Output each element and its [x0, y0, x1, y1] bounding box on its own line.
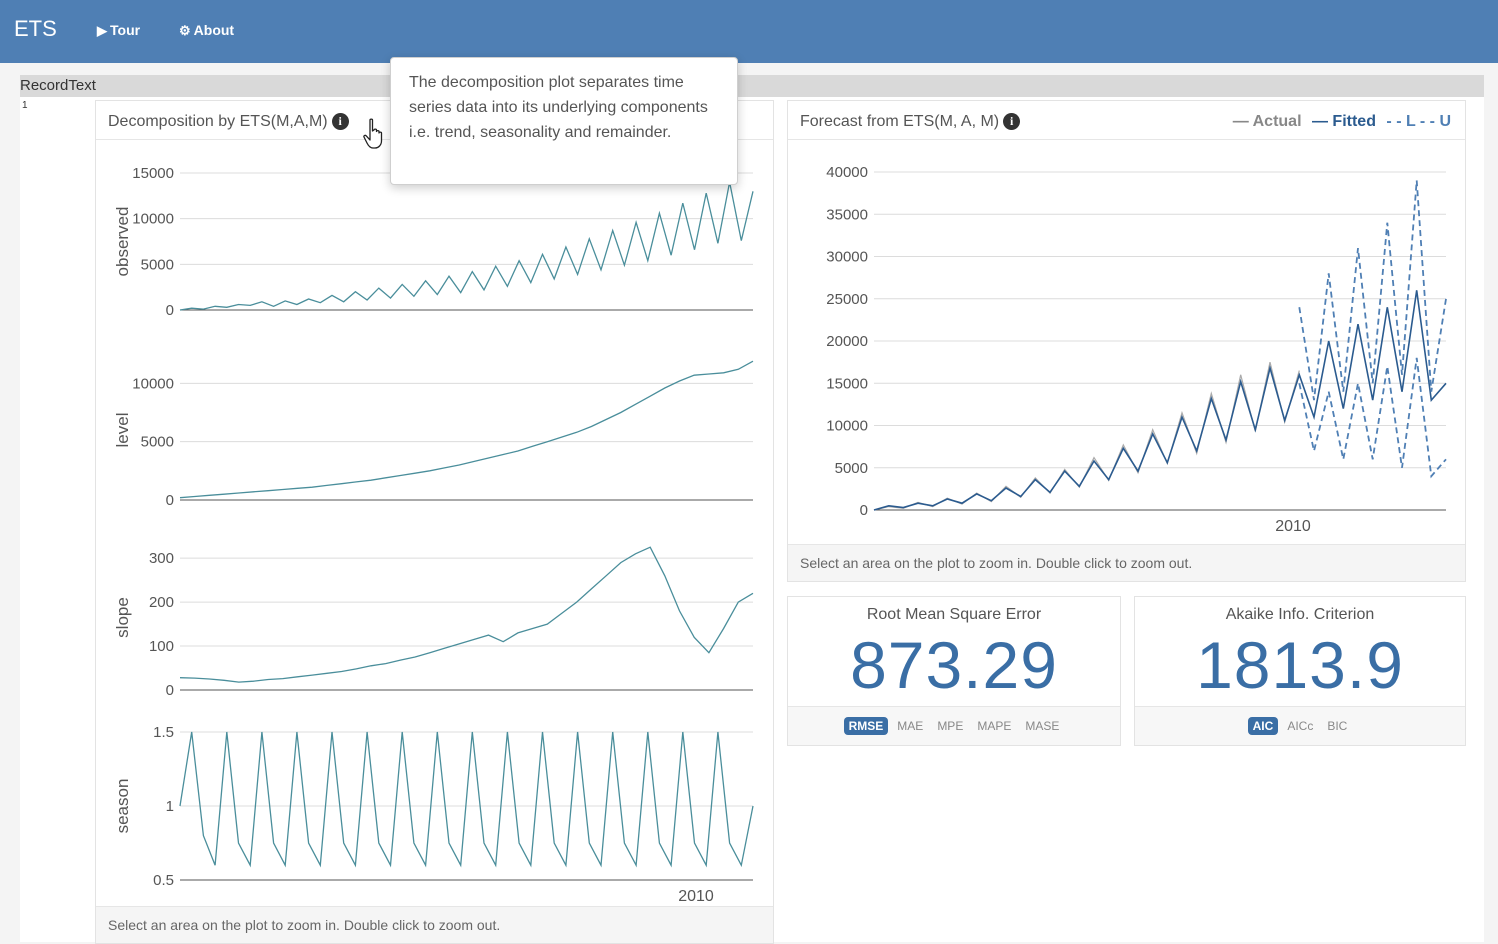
- aic-options-bar: AIC AICc BIC: [1135, 706, 1465, 745]
- y-tick-label: 40000: [826, 164, 868, 181]
- rmse-option-mape[interactable]: MAPE: [977, 719, 1012, 733]
- forecast-chart[interactable]: 0 5000 10000 15000 20000 25000 30000 35000 40000…: [788, 140, 1465, 540]
- x-tick-label: 2010: [678, 888, 714, 905]
- y-tick-label: 100: [149, 638, 174, 655]
- about-label: About: [193, 22, 235, 38]
- tour-nav-link[interactable]: ▶ Tour: [97, 22, 140, 39]
- y-axis-label: observed: [113, 207, 132, 277]
- aic-value: 1813.9: [1196, 628, 1404, 702]
- y-tick-label: 0.5: [153, 872, 174, 889]
- aic-card: Akaike Info. Criterion 1813.9 AIC AICc BIC: [1134, 596, 1466, 746]
- series-line-actual: [873, 361, 1300, 511]
- record-bar: RecordText: [20, 75, 1484, 97]
- legend-fitted: — Fitted: [1311, 113, 1376, 130]
- y-tick-label: 1.5: [153, 724, 174, 741]
- gear-icon: ⚙: [179, 23, 191, 38]
- y-tick-label: 5000: [141, 256, 174, 273]
- series-line-slope: [179, 546, 754, 683]
- info-icon[interactable]: i: [1003, 113, 1021, 130]
- forecast-title: Forecast from ETS(M, A, M): [800, 113, 1000, 130]
- y-axis-label: season: [113, 779, 132, 834]
- y-tick-label: 10000: [132, 211, 174, 228]
- forecast-panel: Forecast from ETS(M, A, M) i — Actual — F…: [787, 100, 1466, 582]
- y-tick-label: 5000: [835, 460, 868, 477]
- decomposition-footer: Select an area on the plot to zoom in. D…: [96, 906, 773, 943]
- y-tick-label: 20000: [826, 333, 868, 350]
- y-tick-label: 300: [149, 550, 174, 567]
- rmse-option-rmse[interactable]: RMSE: [843, 717, 889, 735]
- app-brand[interactable]: ETS: [14, 16, 57, 41]
- series-line-level: [179, 360, 754, 499]
- legend-bounds: - - L - - U: [1386, 113, 1451, 130]
- record-text: RecordText: [20, 77, 96, 94]
- about-nav-link[interactable]: ⚙ About: [179, 22, 234, 39]
- aic-option-bic[interactable]: BIC: [1327, 719, 1348, 733]
- rmse-value: 873.29: [850, 628, 1058, 702]
- decomposition-title: Decomposition by ETS(M,A,M): [108, 113, 328, 130]
- rmse-option-mase[interactable]: MASE: [1025, 719, 1060, 733]
- y-axis-label: level: [113, 413, 132, 448]
- navbar: ETS ▶ Tour ⚙ About: [0, 0, 1498, 63]
- series-line-observed: [179, 181, 754, 311]
- y-tick-label: 10000: [132, 375, 174, 392]
- series-line-season: [179, 731, 754, 868]
- y-tick-label: 35000: [826, 206, 868, 223]
- series-line-l: [1298, 357, 1447, 479]
- rmse-option-mae[interactable]: MAE: [897, 719, 924, 733]
- rmse-card: Root Mean Square Error 873.29 RMSE MAE MPE…: [787, 596, 1121, 746]
- rmse-options-bar: RMSE MAE MPE MAPE MASE: [788, 706, 1120, 745]
- legend-actual: — Actual: [1232, 113, 1302, 130]
- y-tick-label: 10000: [826, 418, 868, 435]
- y-tick-label: 0: [860, 502, 868, 519]
- y-tick-label: 0: [166, 302, 174, 319]
- series-line-fitted: [873, 290, 1447, 511]
- y-tick-label: 0: [166, 492, 174, 509]
- y-tick-label: 15000: [826, 375, 868, 392]
- y-tick-label: 0: [166, 682, 174, 699]
- series-line-u: [1298, 180, 1447, 401]
- info-tooltip: The decomposition plot separates time se…: [390, 57, 738, 185]
- tour-label: Tour: [110, 22, 141, 38]
- decomposition-panel: Decomposition by ETS(M,A,M) i 0 5000 10000 1…: [95, 100, 774, 944]
- y-tick-label: 25000: [826, 291, 868, 308]
- y-axis-label: slope: [113, 597, 132, 638]
- aic-option-aic[interactable]: AIC: [1247, 717, 1279, 735]
- y-tick-label: 30000: [826, 249, 868, 266]
- forecast-legend: — Actual — Fitted - - L - - U: [1233, 113, 1451, 131]
- y-tick-label: 5000: [141, 434, 174, 451]
- play-icon: ▶: [97, 23, 107, 38]
- tooltip-text: The decomposition plot separates time se…: [409, 74, 708, 141]
- y-tick-label: 200: [149, 594, 174, 611]
- x-tick-label: 2010: [1275, 518, 1311, 535]
- decomposition-chart[interactable]: 0 5000 10000 15000 observed 0 5000 10000 level 0 1…: [96, 140, 773, 930]
- aic-title: Akaike Info. Criterion: [1225, 606, 1375, 623]
- aic-options: AIC AICc BIC: [1135, 717, 1465, 735]
- rmse-title: Root Mean Square Error: [866, 606, 1042, 623]
- forecast-hint: Select an area on the plot to zoom in. D…: [800, 555, 1193, 571]
- y-tick-label: 15000: [132, 165, 174, 182]
- info-icon[interactable]: i: [331, 113, 349, 130]
- forecast-footer: Select an area on the plot to zoom in. D…: [788, 544, 1465, 581]
- rmse-options: RMSE MAE MPE MAPE MASE: [788, 717, 1120, 735]
- rmse-option-mpe[interactable]: MPE: [937, 719, 964, 733]
- y-tick-label: 1: [166, 798, 174, 815]
- row-number: 1: [22, 100, 28, 111]
- forecast-header: Forecast from ETS(M, A, M) i — Actual — F…: [788, 101, 1465, 140]
- decomposition-hint: Select an area on the plot to zoom in. D…: [108, 917, 501, 933]
- aic-option-aicc[interactable]: AICc: [1287, 719, 1314, 733]
- hand-cursor-icon: [363, 118, 383, 149]
